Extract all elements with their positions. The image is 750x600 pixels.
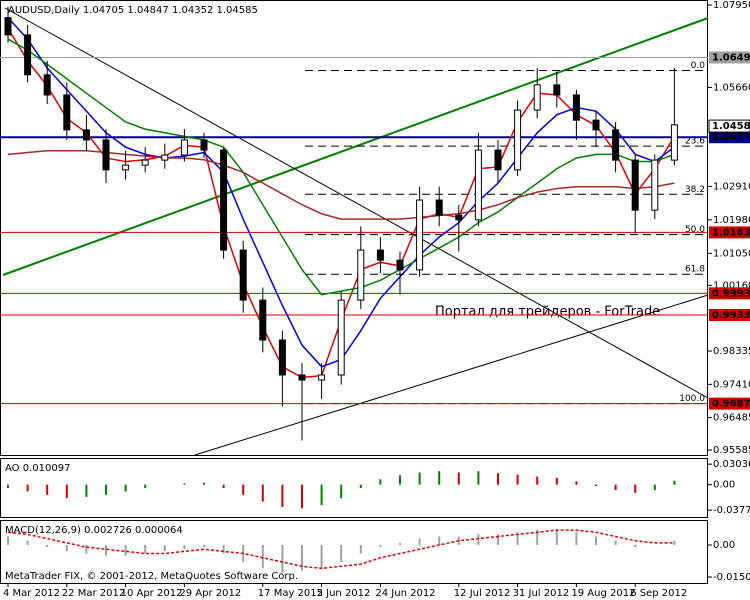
y-tick-label: 1.05660 xyxy=(713,82,750,93)
candle-body xyxy=(514,109,522,171)
level-box xyxy=(709,226,750,239)
y-tick-label: 1.01980 xyxy=(713,215,750,226)
level-label: 0.99938 xyxy=(712,288,750,299)
x-tick-label: 4 Mar 2012 xyxy=(3,588,60,599)
candle-body xyxy=(494,149,502,171)
candle-body xyxy=(82,129,90,141)
x-tick-label: 5 Jun 2012 xyxy=(317,588,371,599)
panel-title: AO 0.010097 xyxy=(5,463,70,474)
candle-body xyxy=(220,149,228,251)
fib-label: 61.8 xyxy=(685,265,705,275)
candle-body xyxy=(122,164,130,171)
y-tick-label: 0.98335 xyxy=(713,346,750,357)
fib-label: 100.0 xyxy=(679,394,705,404)
candle-body xyxy=(24,34,32,76)
candle-body xyxy=(200,139,208,151)
candle-body xyxy=(318,374,326,381)
candle-body xyxy=(259,299,267,341)
y-tick-label: 1.07950 xyxy=(713,0,750,11)
watermark: Портал для трейдеров - ForTrade xyxy=(435,305,660,320)
x-tick-label: 29 Apr 2012 xyxy=(179,588,241,599)
y-tick-label: 0.00 xyxy=(713,480,735,491)
y-tick-label: -0.01505 xyxy=(713,572,750,583)
price-box xyxy=(708,119,750,133)
candle-body xyxy=(553,84,561,96)
x-tick-label: 6 Sep 2012 xyxy=(630,588,687,599)
y-tick-label: 0.00 xyxy=(713,540,735,551)
level-label: 1.04276 xyxy=(712,132,750,143)
level-label: 1.06492 xyxy=(712,52,750,63)
candle-body xyxy=(631,159,639,211)
line xyxy=(7,150,675,220)
y-tick-label: 1.02910 xyxy=(713,181,750,192)
fib-label: 0.0 xyxy=(691,61,706,71)
candle-body xyxy=(474,149,482,221)
y-tick-label: 0.030363 xyxy=(713,459,750,470)
x-tick-label: 22 Mar 2012 xyxy=(62,588,125,599)
candle-body xyxy=(63,94,71,131)
x-tick-label: 10 Apr 2012 xyxy=(121,588,183,599)
candle-body xyxy=(141,159,149,166)
current-price: 1.04585 xyxy=(712,121,750,132)
candle-body xyxy=(357,249,365,301)
candle-body xyxy=(4,17,12,36)
candle-body xyxy=(43,74,51,96)
chart-title: AUDUSD,Daily 1.04705 1.04847 1.04352 1.0… xyxy=(8,5,258,16)
y-tick-label: 0.96485 xyxy=(713,413,750,424)
x-tick-label: 19 Aug 2012 xyxy=(571,588,635,599)
candle-body xyxy=(572,94,580,121)
level-box xyxy=(709,397,750,410)
level-box xyxy=(709,51,750,64)
candle-body xyxy=(239,249,247,301)
line xyxy=(7,38,675,296)
panel-title: MACD(12,26,9) 0.002726 0.000064 xyxy=(5,525,183,536)
candle-body xyxy=(612,129,620,161)
candle-body xyxy=(592,119,600,131)
y-tick-label: 1.01050 xyxy=(713,248,750,259)
level-box xyxy=(709,287,750,300)
candle-body xyxy=(396,259,404,271)
candle-body xyxy=(651,159,659,211)
footer: MetaTrader FIX, © 2001-2012, MetaQuotes … xyxy=(5,571,298,582)
line xyxy=(7,529,675,570)
macd-panel xyxy=(0,520,708,584)
candle-body xyxy=(376,249,384,261)
candle-body xyxy=(161,154,169,161)
candle-body xyxy=(455,214,463,221)
candle-body xyxy=(670,124,678,161)
y-tick-label: -0.03775 xyxy=(713,505,750,516)
candle-body xyxy=(416,199,424,271)
candle-body xyxy=(278,339,286,376)
ao-panel xyxy=(0,458,708,518)
x-tick-label: 31 Jul 2012 xyxy=(513,588,570,599)
candle-body xyxy=(298,374,306,381)
fib-label: 50.0 xyxy=(685,225,705,235)
level-box xyxy=(709,131,750,144)
level-label: 0.99336 xyxy=(712,310,750,321)
candle-body xyxy=(337,299,345,376)
x-tick-label: 17 May 2012 xyxy=(258,588,323,599)
candle-body xyxy=(102,139,110,171)
level-box xyxy=(709,309,750,322)
x-tick-label: 12 Jul 2012 xyxy=(454,588,511,599)
candle-body xyxy=(435,199,443,216)
y-tick-label: 0.95585 xyxy=(713,445,750,456)
level-label: 0.96874 xyxy=(712,399,750,410)
x-tick-label: 24 Jun 2012 xyxy=(375,588,435,599)
fib-label: 23.6 xyxy=(685,137,705,147)
trend-line xyxy=(4,7,709,399)
level-label: 1.01631 xyxy=(712,227,750,238)
main-panel xyxy=(0,0,708,456)
trend-line xyxy=(194,294,709,456)
fib-label: 38.2 xyxy=(685,185,705,195)
candle-body xyxy=(180,139,188,156)
candle-body xyxy=(533,84,541,111)
